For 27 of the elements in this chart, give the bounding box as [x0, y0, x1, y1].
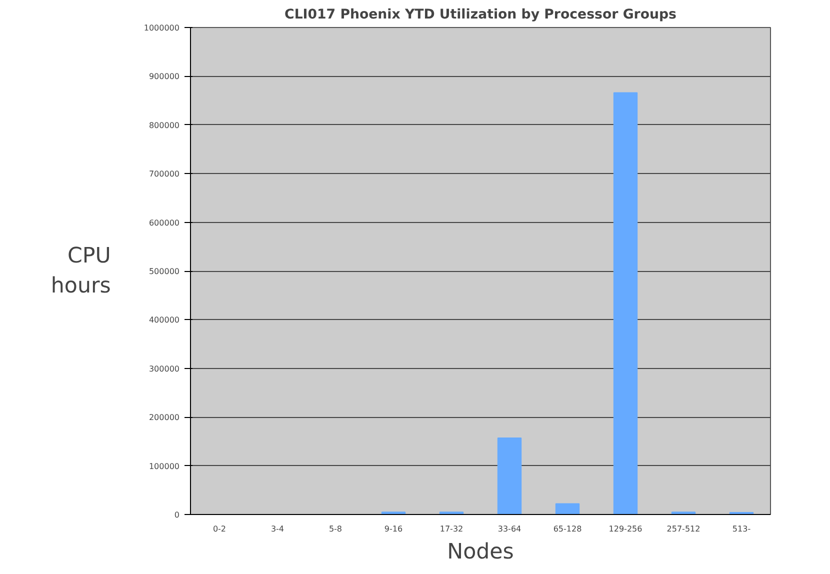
x-tick-label: 33-64 [498, 524, 522, 534]
y-tick-label: 300000 [148, 364, 180, 374]
y-tick-label: 900000 [148, 72, 180, 82]
x-tick-label: 5-8 [328, 524, 342, 534]
x-axis-title: Nodes [447, 540, 514, 564]
chart-title: CLI017 Phoenix YTD Utilization by Processor Groups [284, 8, 677, 22]
bar [555, 503, 580, 514]
bar [497, 438, 522, 514]
y-tick-label: 1000000 [144, 24, 180, 32]
y-tick-label: 100000 [148, 462, 180, 471]
x-tick-label: 17-32 [440, 524, 464, 534]
x-tick-label: 257-512 [666, 524, 700, 534]
x-tick-label: 0-2 [212, 524, 226, 534]
y-tick-label: 800000 [148, 120, 180, 130]
y-tick-label: 500000 [148, 267, 180, 276]
y-axis-title: CPU hours [50, 244, 111, 298]
y-tick-label: 200000 [148, 413, 180, 422]
x-tick-label: 3-4 [270, 524, 284, 534]
x-tick-label: 65-128 [553, 524, 582, 534]
y-tick-label: 400000 [148, 316, 180, 325]
x-tick-label: 513- [732, 524, 751, 534]
x-tick-label: 129-256 [608, 524, 642, 534]
y-tick-label: 0 [174, 510, 180, 520]
y-tick-label: 700000 [148, 170, 180, 179]
bar [613, 92, 638, 514]
y-tick-label: 600000 [148, 218, 180, 228]
x-tick-label: 9-16 [384, 524, 403, 534]
